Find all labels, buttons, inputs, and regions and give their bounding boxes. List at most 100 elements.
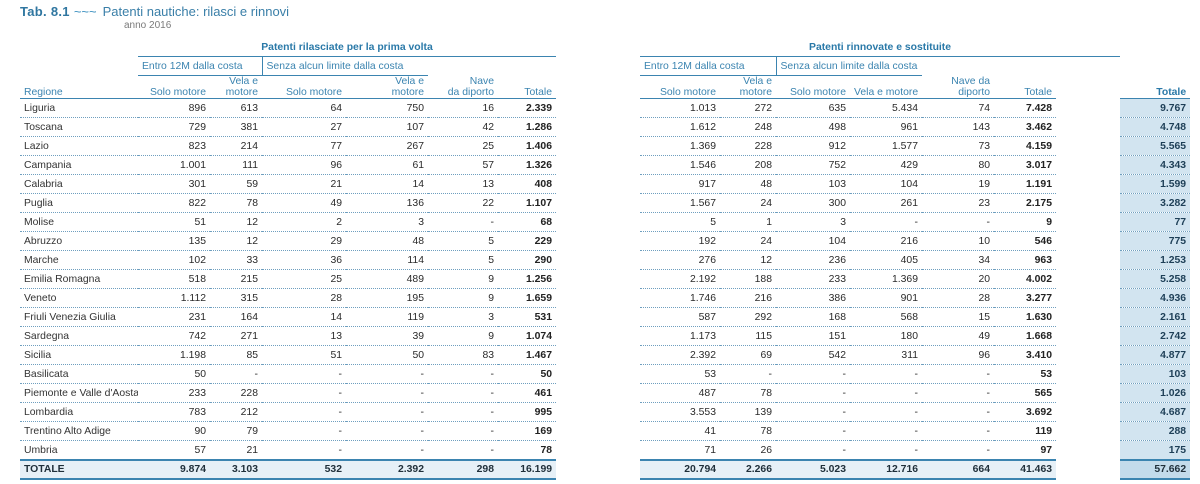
table-cell: - <box>922 421 994 441</box>
table-cell: 195 <box>346 288 428 308</box>
table-cell: 71 <box>640 440 720 461</box>
table-cell: 1.107 <box>498 193 556 213</box>
table-cell: 9 <box>994 212 1056 232</box>
col-region: Regione <box>20 75 138 99</box>
table-cell: 3 <box>428 307 498 327</box>
table-cell: 41 <box>640 421 720 441</box>
table-cell: 4.936 <box>1120 288 1191 308</box>
table-cell: 2.392 <box>346 459 428 480</box>
table-cell: 164 <box>210 307 262 327</box>
table-cell: 1.198 <box>138 345 210 365</box>
table-cell: 24 <box>720 193 776 213</box>
group-renewed: Patenti rinnovate e sostituite <box>640 38 1121 57</box>
table-cell: - <box>346 364 428 384</box>
table-cell: 1.546 <box>640 155 720 175</box>
table-cell: 4.687 <box>1120 402 1191 422</box>
table-cell: - <box>776 440 850 461</box>
col-renew-totale: Totale <box>994 75 1056 99</box>
table-cell: 233 <box>776 269 850 289</box>
table-cell: 39 <box>346 326 428 346</box>
table-cell: - <box>922 383 994 403</box>
table-cell: 53 <box>994 364 1056 384</box>
table-cell: 9.767 <box>1120 98 1191 118</box>
table-cell: - <box>346 421 428 441</box>
region-name: Friuli Venezia Giulia <box>20 307 138 327</box>
table-cell: 78 <box>210 193 262 213</box>
table-cell: - <box>850 383 922 403</box>
table-cell: 96 <box>922 345 994 365</box>
table-cell: 896 <box>138 98 210 118</box>
table-cell: 228 <box>720 136 776 156</box>
table-cell: 1.567 <box>640 193 720 213</box>
table-cell: 4.002 <box>994 269 1056 289</box>
subgroup-renew-within: Entro 12M dalla costa <box>640 56 776 76</box>
region-name: Emilia Romagna <box>20 269 138 289</box>
table-cell: 3 <box>346 212 428 232</box>
table-cell: 301 <box>138 174 210 194</box>
region-name: Sicilia <box>20 345 138 365</box>
table-cell: 25 <box>428 136 498 156</box>
table-cell: 3.410 <box>994 345 1056 365</box>
table-cell: 9 <box>428 288 498 308</box>
region-name: Lombardia <box>20 402 138 422</box>
table-row: Molise 51 12 2 3-68 5 1 3- -9 77 <box>20 212 1191 232</box>
table-cell: 1 <box>720 212 776 232</box>
table-cell: 3 <box>776 212 850 232</box>
table-cell: 169 <box>498 421 556 441</box>
table-row: Veneto 1.112 315 28 195 9 1.659 1.746 216 386 901 2… <box>20 288 1191 308</box>
table-cell: 2.161 <box>1120 307 1191 327</box>
table-cell: 143 <box>922 117 994 137</box>
total-row: TOTALE 9.874 3.103 532 2.392 298 16.199 20.794 2… <box>20 459 1191 480</box>
col-renew-vela-motore: Vela e motore <box>720 75 776 99</box>
subgroup-first-unlimited: Senza alcun limite dalla costa <box>261 56 428 76</box>
table-cell: - <box>428 383 498 403</box>
table-row: Friuli Venezia Giulia 231 164 14 119 3 531 587 2… <box>20 307 1191 327</box>
table-cell: - <box>262 364 346 384</box>
table-cell: 461 <box>498 383 556 403</box>
table-cell: 1.001 <box>138 155 210 175</box>
table-cell: 664 <box>922 459 994 480</box>
table-cell: 73 <box>922 136 994 156</box>
table-row: Puglia 822 78 49 136 22 1.107 1.567 24 300 261 23 2.… <box>20 193 1191 213</box>
table-cell: 750 <box>346 98 428 118</box>
table-cell: - <box>346 402 428 422</box>
region-name: Umbria <box>20 440 138 461</box>
region-name: Calabria <box>20 174 138 194</box>
table-cell: 77 <box>262 136 346 156</box>
table-cell: 429 <box>850 155 922 175</box>
table-cell: 1.369 <box>640 136 720 156</box>
table-cell: - <box>346 440 428 461</box>
table-row: Campania 1.001 111 96 61 57 1.326 1.546 208 752 42… <box>20 155 1191 175</box>
table-cell: 271 <box>210 326 262 346</box>
table-cell: 3.277 <box>994 288 1056 308</box>
table-cell: - <box>428 364 498 384</box>
table-cell: 1.253 <box>1120 250 1191 270</box>
subgroup-renew-unlimited: Senza alcun limite dalla costa <box>775 56 922 76</box>
table-cell: 41.463 <box>994 459 1056 480</box>
region-name: Sardegna <box>20 326 138 346</box>
table-cell: 311 <box>850 345 922 365</box>
table-cell: 69 <box>720 345 776 365</box>
table-cell: 236 <box>776 250 850 270</box>
region-name: Lazio <box>20 136 138 156</box>
region-name: Veneto <box>20 288 138 308</box>
region-name: Liguria <box>20 98 138 118</box>
table-cell: 1.599 <box>1120 174 1191 194</box>
table-cell: 168 <box>776 307 850 327</box>
table-cell: 1.112 <box>138 288 210 308</box>
table-cell: 7.428 <box>994 98 1056 118</box>
table-cell: 775 <box>1120 231 1191 251</box>
region-name: Molise <box>20 212 138 232</box>
table-cell: 405 <box>850 250 922 270</box>
table-cell: 57 <box>428 155 498 175</box>
table-cell: 78 <box>720 383 776 403</box>
region-name: Campania <box>20 155 138 175</box>
table-cell: 74 <box>922 98 994 118</box>
table-cell: - <box>922 440 994 461</box>
table-cell: 136 <box>346 193 428 213</box>
table-cell: 111 <box>210 155 262 175</box>
region-name: Trentino Alto Adige <box>20 421 138 441</box>
table-cell: 961 <box>850 117 922 137</box>
table-cell: 1.406 <box>498 136 556 156</box>
table-cell: - <box>428 421 498 441</box>
